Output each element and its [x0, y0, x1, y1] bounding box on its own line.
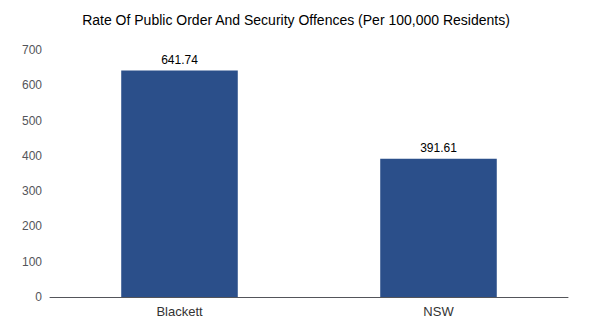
svg-text:Blackett: Blackett	[156, 304, 203, 319]
svg-text:100: 100	[22, 255, 42, 269]
svg-text:300: 300	[22, 184, 42, 198]
svg-text:0: 0	[35, 290, 42, 304]
svg-text:600: 600	[22, 78, 42, 92]
svg-text:400: 400	[22, 149, 42, 163]
svg-text:NSW: NSW	[423, 304, 454, 319]
svg-text:391.61: 391.61	[420, 141, 457, 155]
svg-text:641.74: 641.74	[161, 53, 198, 67]
svg-text:Rate Of Public Order And Secur: Rate Of Public Order And Security Offenc…	[82, 12, 510, 28]
svg-text:500: 500	[22, 114, 42, 128]
svg-text:700: 700	[22, 43, 42, 57]
svg-text:200: 200	[22, 219, 42, 233]
